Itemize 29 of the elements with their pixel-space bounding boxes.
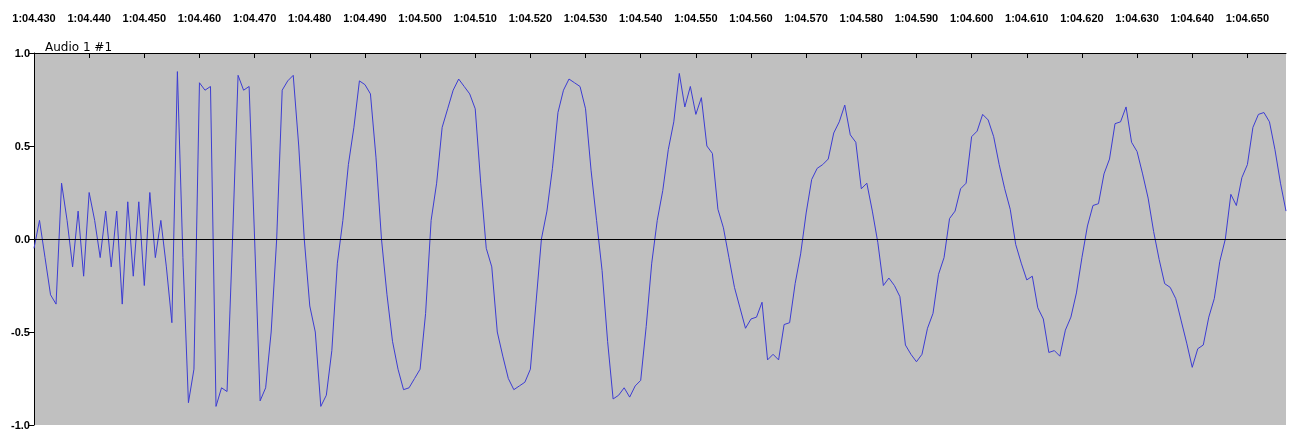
x-tick-label: 1:04.430 [12,11,56,24]
x-tick-label: 1:04.640 [1170,11,1214,24]
x-tick-label: 1:04.580 [839,11,884,24]
x-tick-label: 1:04.480 [288,11,332,24]
y-tick-label: 0.5 [14,140,30,152]
y-tick-label: -0.5 [11,326,30,338]
x-tick-label: 1:04.460 [177,11,222,24]
x-tick-label: 1:04.510 [453,11,497,24]
x-tick-label: 1:04.530 [563,11,608,24]
y-tick-label: -1.0 [11,419,30,431]
x-tick-label: 1:04.590 [894,11,939,24]
x-tick-label: 1:04.520 [508,11,553,24]
x-tick-label: 1:04.600 [949,11,994,24]
y-tick-label: 1.0 [14,47,30,59]
y-tick-label: 0.0 [14,233,30,245]
x-tick-label: 1:04.570 [784,11,828,24]
x-tick-label: 1:04.440 [67,11,111,24]
x-tick-label: 1:04.560 [729,11,773,24]
x-tick-label: 1:04.650 [1225,11,1270,24]
x-tick-label: 1:04.470 [232,11,277,24]
x-tick-label: 1:04.610 [1005,11,1049,24]
x-tick-label: 1:04.500 [398,11,442,24]
x-tick-label: 1:04.490 [343,11,387,24]
x-tick-label: 1:04.620 [1060,11,1104,24]
x-tick-label: 1:04.550 [674,11,718,24]
x-tick-label: 1:04.450 [122,11,167,24]
chart-title: Audio 1 #1 [45,40,113,54]
x-tick-label: 1:04.540 [618,11,663,24]
x-tick-label: 1:04.630 [1115,11,1159,24]
